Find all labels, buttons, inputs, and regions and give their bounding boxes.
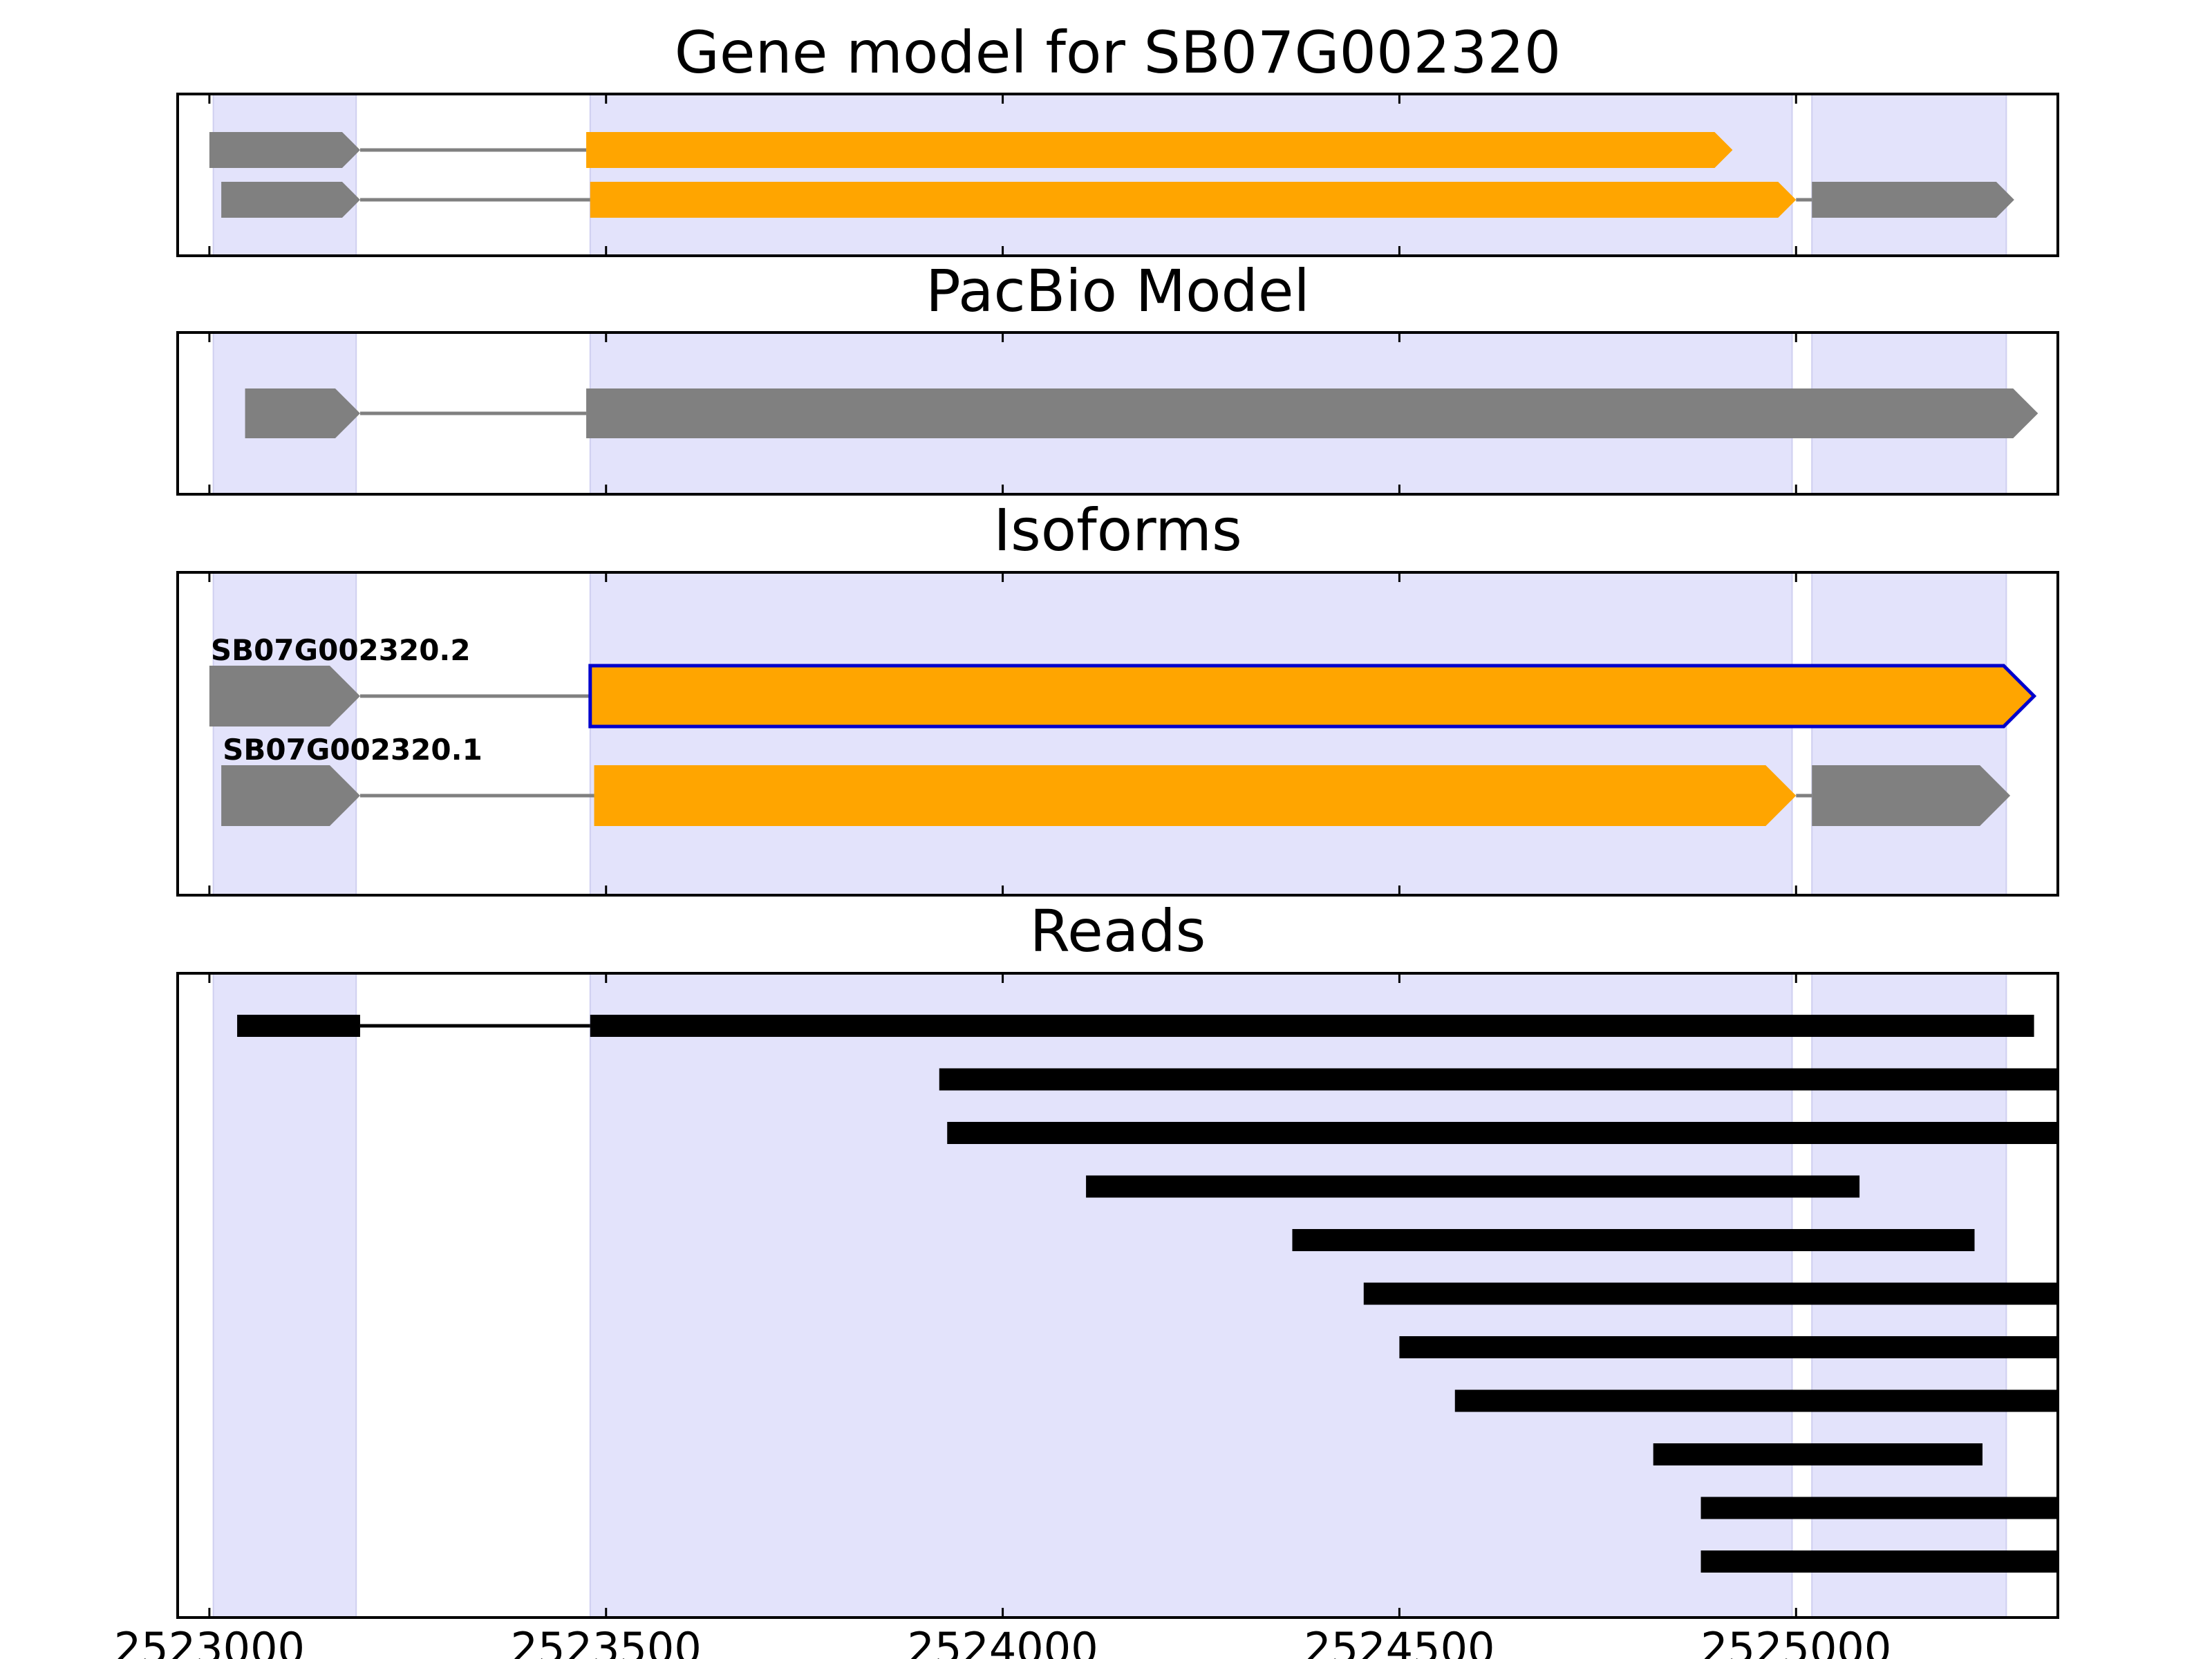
cds-exon bbox=[586, 132, 1733, 168]
read bbox=[1292, 1229, 1975, 1251]
utr-exon bbox=[209, 666, 360, 727]
cds-exon bbox=[590, 182, 1797, 218]
axes-frame bbox=[176, 571, 2059, 897]
panel-title-pacbio: PacBio Model bbox=[926, 257, 1310, 325]
exon-band-3 bbox=[1811, 93, 2007, 256]
panel-title-gene_model: Gene model for SB07G002320 bbox=[675, 19, 1561, 86]
exon-band-2 bbox=[589, 93, 1793, 256]
isoform-label: SB07G002320.2 bbox=[211, 633, 471, 667]
utr-exon bbox=[221, 182, 360, 218]
read bbox=[1086, 1175, 1860, 1198]
utr-exon bbox=[209, 132, 360, 168]
read-segment bbox=[947, 1122, 2058, 1144]
transcript bbox=[221, 182, 2014, 218]
axes-frame bbox=[176, 93, 2059, 257]
read-segment bbox=[1363, 1282, 2058, 1305]
read bbox=[1399, 1336, 2058, 1358]
read bbox=[1454, 1389, 2058, 1412]
isoform-label: SB07G002320.1 bbox=[223, 733, 482, 767]
exon-band-3 bbox=[1811, 572, 2007, 896]
panel-title-isoforms: Isoforms bbox=[993, 496, 1242, 564]
read bbox=[939, 1068, 2058, 1091]
utr-exon bbox=[1812, 182, 2014, 218]
utr-exon bbox=[586, 388, 2038, 438]
utr-exon bbox=[221, 765, 360, 826]
read-segment bbox=[1086, 1175, 1860, 1198]
exon-band-1 bbox=[212, 93, 357, 256]
panel-isoforms: Isoforms SB07G002320.2 SB07G002320.1 bbox=[176, 496, 2059, 897]
x-tick-label: 2524000 bbox=[908, 1623, 1098, 1659]
panel-title-reads: Reads bbox=[1030, 897, 1206, 965]
x-tick-label: 2523500 bbox=[511, 1623, 702, 1659]
cds-exon bbox=[594, 765, 1797, 826]
read-segment bbox=[590, 1015, 2034, 1037]
transcript: SB07G002320.2 bbox=[209, 633, 2037, 729]
exon-band-1 bbox=[212, 572, 357, 896]
x-tick-label: 2523000 bbox=[114, 1623, 305, 1659]
read-segment bbox=[1700, 1550, 2058, 1573]
x-tick-label: 2525000 bbox=[1700, 1623, 1891, 1659]
read bbox=[947, 1122, 2058, 1144]
read-segment bbox=[1399, 1336, 2058, 1358]
read bbox=[1653, 1443, 1983, 1465]
read-segment bbox=[1653, 1443, 1983, 1465]
utr-exon bbox=[245, 388, 360, 438]
panel-gene_model: Gene model for SB07G002320 bbox=[176, 19, 2059, 257]
transcript bbox=[209, 132, 1733, 168]
read-segment bbox=[1454, 1389, 2058, 1412]
read-segment bbox=[939, 1068, 2058, 1091]
utr-exon bbox=[1812, 765, 2011, 826]
x-tick-label: 2524500 bbox=[1304, 1623, 1494, 1659]
read bbox=[1363, 1282, 2058, 1305]
axes-frame bbox=[176, 972, 2059, 1619]
read-segment bbox=[1292, 1229, 1975, 1251]
transcript: SB07G002320.1 bbox=[221, 733, 2011, 826]
exon-band-1 bbox=[212, 973, 357, 1618]
read-segment bbox=[237, 1015, 360, 1037]
cds-exon bbox=[588, 664, 2037, 729]
axes-frame bbox=[176, 331, 2059, 496]
panel-reads: Reads 2523000 2523500 2524000 2524500 2525000 bbox=[114, 897, 2059, 1659]
read-segment bbox=[1700, 1497, 2058, 1519]
transcript bbox=[245, 388, 2038, 438]
exon-band-2 bbox=[589, 572, 1793, 896]
read bbox=[237, 1015, 2034, 1037]
read bbox=[1700, 1550, 2058, 1573]
read bbox=[1700, 1497, 2058, 1519]
panel-pacbio: PacBio Model bbox=[176, 257, 2059, 496]
